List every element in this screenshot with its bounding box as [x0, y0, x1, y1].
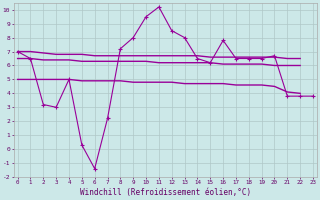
X-axis label: Windchill (Refroidissement éolien,°C): Windchill (Refroidissement éolien,°C) [80, 188, 251, 197]
